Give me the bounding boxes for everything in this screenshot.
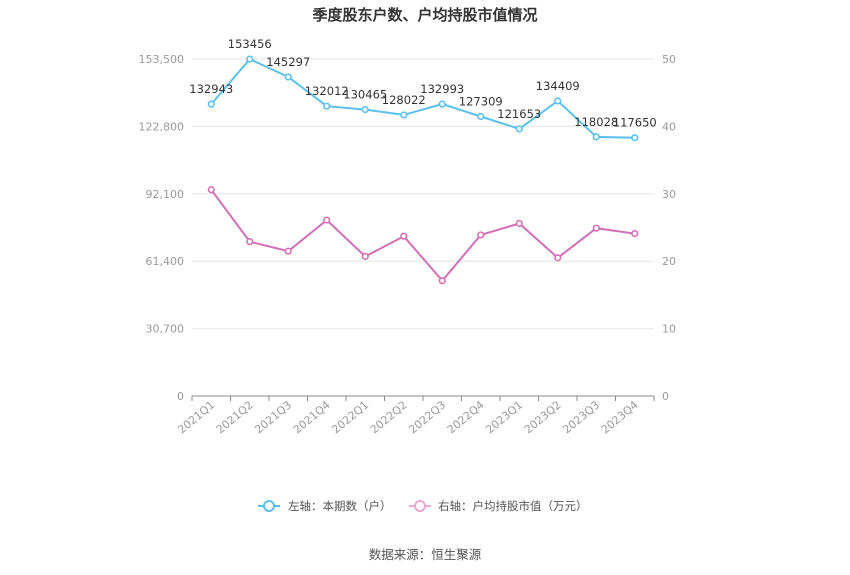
data-label: 117650 <box>613 116 657 130</box>
axes: 0 0 30,700 10 61,400 20 92,100 30 122,800 40 153,5… <box>139 53 677 436</box>
y-right-tick-label: 10 <box>662 323 676 336</box>
data-point <box>592 133 600 141</box>
y-right-tick-label: 50 <box>662 53 676 66</box>
data-point <box>631 134 639 142</box>
data-point <box>246 55 254 63</box>
y-right-tick-label: 30 <box>662 188 676 201</box>
y-left-tick-label: 61,400 <box>146 255 185 268</box>
x-tick-label: 2021Q2 <box>214 398 256 436</box>
data-point <box>438 100 446 108</box>
data-point <box>323 102 331 110</box>
data-point <box>361 105 369 114</box>
data-label: 132012 <box>305 84 349 98</box>
data-label: 132943 <box>189 82 233 96</box>
y-left-tick-label: 30,700 <box>146 323 185 336</box>
data-point <box>515 219 523 228</box>
y-right-tick-label: 20 <box>662 255 676 268</box>
y-left-tick-label: 122,800 <box>139 120 185 133</box>
legend-item-right-series[interactable]: 右轴：户均持股市值（万元） <box>409 499 588 513</box>
data-point <box>284 247 292 255</box>
x-tick-label: 2022Q4 <box>445 398 487 436</box>
x-tick-label: 2021Q1 <box>175 398 217 436</box>
data-label: 132993 <box>420 82 464 96</box>
data-point <box>631 229 639 238</box>
legend: 左轴：本期数（户） 右轴：户均持股市值（万元） <box>258 499 588 513</box>
data-point <box>207 186 215 194</box>
x-tick-label: 2022Q3 <box>406 398 448 436</box>
data-point <box>438 277 446 285</box>
data-point <box>515 125 523 133</box>
legend-marker-icon <box>414 500 426 512</box>
data-point <box>361 252 369 261</box>
data-label: 134409 <box>536 79 580 93</box>
data-point <box>554 97 562 105</box>
x-tick-label: 2021Q3 <box>252 398 294 436</box>
data-point <box>554 254 562 262</box>
data-label: 128022 <box>382 93 426 107</box>
data-label: 145297 <box>266 55 310 69</box>
data-point <box>477 112 485 121</box>
series-line <box>210 57 635 139</box>
series-line <box>210 189 635 283</box>
data-point <box>284 73 292 81</box>
legend-item-left-series[interactable]: 左轴：本期数（户） <box>258 499 392 513</box>
legend-marker-icon <box>263 500 275 512</box>
data-point <box>246 238 254 246</box>
data-label: 118028 <box>574 115 618 129</box>
data-label: 121653 <box>497 107 541 121</box>
y-left-tick-label: 92,100 <box>146 188 185 201</box>
data-label: 153456 <box>228 37 272 51</box>
y-right-tick-label: 40 <box>662 120 676 133</box>
grid-lines <box>192 58 654 330</box>
x-tick-label: 2021Q4 <box>291 398 333 436</box>
series-left-holders: 132943 153456 145297 1320121304651280221329… <box>189 37 657 142</box>
data-point <box>592 224 600 232</box>
data-point <box>477 231 485 239</box>
data-point <box>400 232 408 240</box>
data-label: 127309 <box>459 95 503 109</box>
data-point <box>400 111 408 119</box>
data-point <box>323 216 331 224</box>
y-left-tick-label: 153,500 <box>139 53 185 66</box>
y-left-tick-label: 0 <box>177 390 184 403</box>
x-tick-label: 2022Q1 <box>329 398 371 436</box>
legend-label-left-series: 左轴：本期数（户） <box>288 499 392 513</box>
x-tick-label: 2023Q3 <box>560 398 602 436</box>
x-tick-label: 2023Q4 <box>599 398 641 436</box>
data-label: 130465 <box>343 88 387 102</box>
x-tick-label: 2022Q2 <box>368 398 410 436</box>
data-point <box>207 100 215 108</box>
series-right-market-value <box>207 186 639 285</box>
legend-label-right-series: 右轴：户均持股市值（万元） <box>438 499 588 513</box>
x-tick-label: 2023Q2 <box>522 398 564 436</box>
x-tick-label: 2023Q1 <box>483 398 525 436</box>
chart-title: 季度股东户数、户均持股市值情况 <box>312 6 537 24</box>
series-layer: 132943 153456 145297 1320121304651280221329… <box>189 37 657 285</box>
data-source-note: 数据来源：恒生聚源 <box>369 547 482 562</box>
y-right-tick-label: 0 <box>662 390 669 403</box>
